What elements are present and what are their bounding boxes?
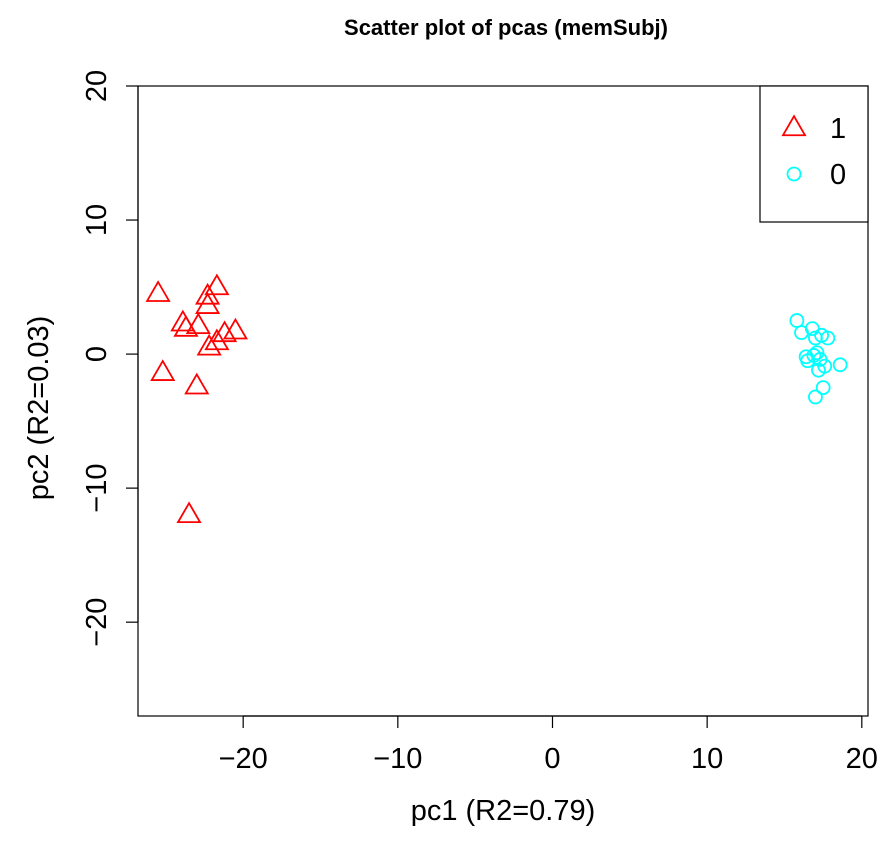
circle-point bbox=[832, 357, 848, 373]
triangle-point bbox=[196, 333, 222, 356]
triangle-point bbox=[195, 292, 221, 314]
x-tick-label: −10 bbox=[373, 743, 422, 775]
series-1 bbox=[145, 273, 248, 524]
circle-point bbox=[811, 362, 826, 378]
triangle-point bbox=[176, 501, 202, 524]
circle-point bbox=[815, 380, 831, 395]
triangle-point bbox=[145, 280, 171, 302]
circle-point bbox=[789, 313, 805, 328]
plot-frame bbox=[137, 85, 869, 717]
y-tick-label: 20 bbox=[81, 70, 113, 102]
legend: 10 bbox=[759, 85, 869, 223]
y-tick-label: −10 bbox=[81, 464, 113, 513]
triangle-point bbox=[212, 320, 238, 343]
triangle-point bbox=[204, 273, 230, 296]
y-tick-label: 0 bbox=[81, 346, 113, 362]
legend-marker-1 bbox=[781, 114, 807, 137]
circle-point bbox=[809, 345, 825, 361]
y-axis-title: pc2 (R2=0.03) bbox=[23, 316, 55, 501]
data-points bbox=[145, 273, 848, 524]
x-tick-label: 20 bbox=[846, 743, 878, 775]
y-axis: −20 −10 0 10 20 bbox=[81, 70, 139, 647]
triangle-point bbox=[185, 312, 211, 335]
x-tick-label: −20 bbox=[219, 743, 268, 775]
circle-point bbox=[808, 389, 823, 405]
chart-title: Scatter plot of pcas (memSubj) bbox=[344, 15, 668, 40]
x-tick-label: 10 bbox=[691, 743, 723, 775]
y-tick-label: 10 bbox=[81, 204, 113, 236]
x-tick-label: 0 bbox=[544, 743, 560, 775]
legend-marker-0 bbox=[786, 166, 802, 182]
y-tick-label: −20 bbox=[81, 598, 113, 647]
triangle-point bbox=[184, 372, 210, 395]
legend-label-1: 1 bbox=[830, 113, 846, 145]
series-0 bbox=[789, 313, 848, 405]
x-axis-title: pc1 (R2=0.79) bbox=[411, 795, 596, 827]
legend-box bbox=[759, 85, 869, 223]
triangle-point bbox=[222, 317, 248, 340]
triangle-point bbox=[150, 359, 176, 381]
triangle-point bbox=[204, 328, 230, 351]
legend-label-0: 0 bbox=[830, 159, 846, 191]
circle-point bbox=[820, 330, 836, 346]
x-axis: −20 −10 0 10 20 bbox=[219, 715, 878, 775]
